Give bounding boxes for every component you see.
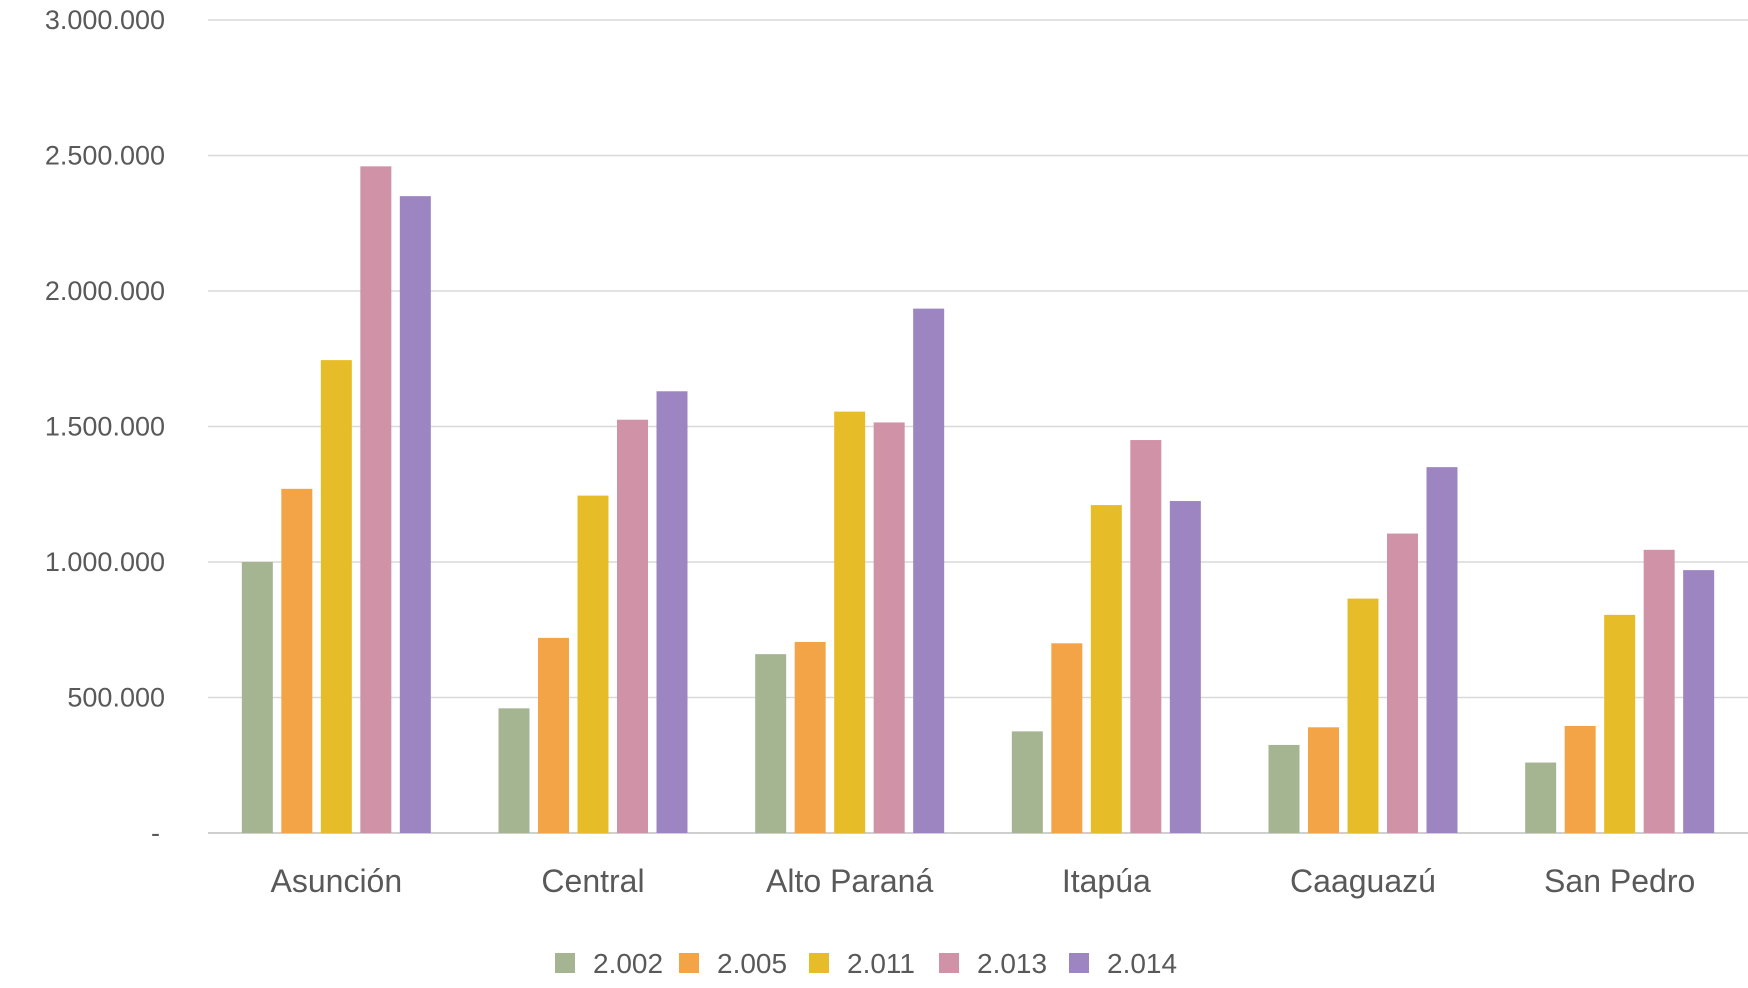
bar <box>1426 467 1458 833</box>
legend-label: 2.011 <box>847 948 915 979</box>
bar <box>1011 731 1043 833</box>
y-tick-label: 3.000.000 <box>45 5 165 35</box>
bar <box>913 308 945 833</box>
y-axis-ticks: - 500.000 1.000.000 1.500.000 2.000.000 2.500… <box>45 5 165 848</box>
legend-item: 2.013 <box>939 948 1047 979</box>
legend-swatch <box>939 953 959 973</box>
legend-swatch <box>555 953 575 973</box>
bar <box>281 488 313 833</box>
bar <box>834 411 866 833</box>
y-tick-label: 2.500.000 <box>45 141 165 171</box>
legend-swatch <box>809 953 829 973</box>
x-category-label: Central <box>541 863 644 899</box>
bar <box>399 196 431 833</box>
x-category-label: San Pedro <box>1544 863 1695 899</box>
legend: 2.002 2.005 2.011 2.013 2.014 <box>555 948 1177 979</box>
legend-label: 2.013 <box>977 948 1047 979</box>
x-category-label: Itapúa <box>1062 863 1151 899</box>
bar <box>538 637 569 833</box>
legend-item: 2.002 <box>555 948 663 979</box>
x-category-label: Caaguazú <box>1290 863 1436 899</box>
bar <box>1169 501 1201 833</box>
y-tick-label: 2.000.000 <box>45 276 165 306</box>
bar <box>1347 598 1379 833</box>
legend-item: 2.014 <box>1069 948 1177 979</box>
bar <box>1130 440 1162 833</box>
bar <box>1268 744 1300 833</box>
bar <box>1604 614 1636 833</box>
bar <box>755 654 787 833</box>
x-category-label: Alto Paraná <box>766 863 933 899</box>
bar <box>656 391 688 833</box>
bar <box>577 495 609 833</box>
bar <box>873 422 905 833</box>
legend-item: 2.005 <box>679 948 787 979</box>
y-tick-label: 1.500.000 <box>45 412 165 442</box>
bar <box>1051 643 1083 833</box>
bar <box>1387 533 1418 833</box>
x-axis-categories: Asunción Central Alto Paraná Itapúa Caaguazú… <box>271 863 1696 899</box>
legend-label: 2.002 <box>593 948 663 979</box>
bar <box>1090 505 1122 833</box>
legend-swatch <box>679 953 699 973</box>
gridlines <box>208 19 1748 834</box>
bar <box>617 419 648 833</box>
y-tick-label: - <box>151 818 160 848</box>
bar <box>1525 762 1557 833</box>
bar <box>360 166 392 834</box>
legend-item: 2.011 <box>809 948 915 979</box>
bar <box>1643 549 1675 833</box>
y-tick-label: 1.000.000 <box>45 547 165 577</box>
bar <box>320 360 352 833</box>
bars <box>241 166 1715 834</box>
bar <box>241 562 273 833</box>
x-category-label: Asunción <box>271 863 403 899</box>
bar <box>1683 570 1715 833</box>
y-tick-label: 500.000 <box>67 683 165 713</box>
bar <box>794 641 826 833</box>
bar <box>498 708 530 833</box>
legend-label: 2.005 <box>717 948 787 979</box>
bar <box>1308 727 1339 833</box>
legend-label: 2.014 <box>1107 948 1177 979</box>
legend-swatch <box>1069 953 1089 973</box>
bar <box>1564 725 1596 833</box>
